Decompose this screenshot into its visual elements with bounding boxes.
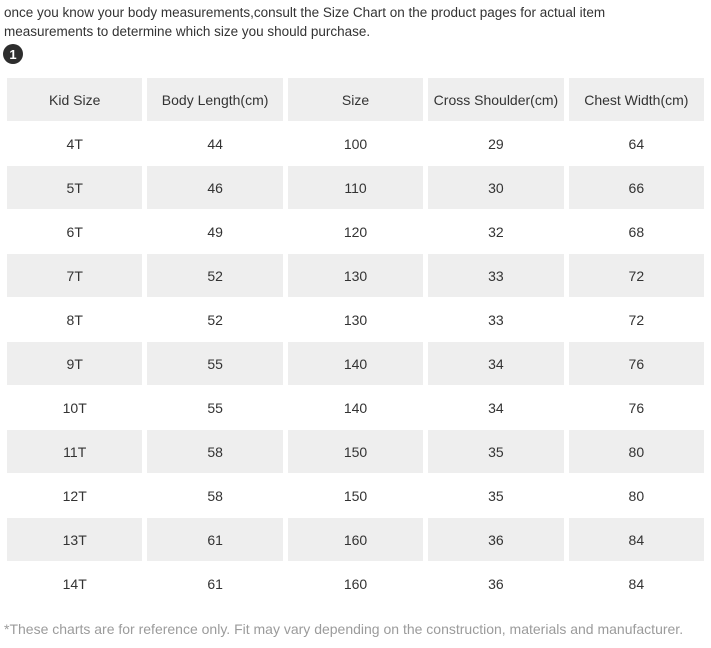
table-header-cell: Size [287,78,424,121]
table-cell: 110 [287,166,424,209]
table-cell: 120 [287,210,424,253]
table-cell: 7T [7,254,143,297]
table-cell: 84 [568,518,705,561]
table-row: 9T 55 140 34 76 [7,342,705,385]
intro-paragraph: once you know your body measurements,con… [4,5,606,39]
table-cell: 4T [7,122,143,165]
table-cell: 61 [147,518,283,561]
table-cell: 35 [428,430,564,473]
table-cell: 100 [287,122,424,165]
table-cell: 160 [287,562,424,605]
table-cell: 72 [568,298,705,341]
table-cell: 10T [7,386,143,429]
table-cell: 58 [147,474,283,517]
table-cell: 58 [147,430,283,473]
table-header-cell: Body Length(cm) [147,78,283,121]
table-header-row: Kid Size Body Length(cm) Size Cross Shoulde… [7,78,705,121]
table-cell: 46 [147,166,283,209]
table-cell: 130 [287,298,424,341]
table-header-cell: Cross Shoulder(cm) [428,78,564,121]
table-row: 7T 52 130 33 72 [7,254,705,297]
table-cell: 80 [568,474,705,517]
table-cell: 52 [147,254,283,297]
footnote-disclaimer: *These charts are for reference only. Fi… [4,621,684,637]
table-row: 8T 52 130 33 72 [7,298,705,341]
table-cell: 68 [568,210,705,253]
table-cell: 14T [7,562,143,605]
table-row: 6T 49 120 32 68 [7,210,705,253]
table-cell: 5T [7,166,143,209]
table-cell: 76 [568,386,705,429]
table-header-cell: Kid Size [7,78,143,121]
table-cell: 9T [7,342,143,385]
table-cell: 130 [287,254,424,297]
table-cell: 34 [428,342,564,385]
table-cell: 140 [287,342,424,385]
table-cell: 32 [428,210,564,253]
table-cell: 150 [287,430,424,473]
table-cell: 13T [7,518,143,561]
table-cell: 84 [568,562,705,605]
table-cell: 44 [147,122,283,165]
table-cell: 33 [428,298,564,341]
table-cell: 150 [287,474,424,517]
table-cell: 140 [287,386,424,429]
size-chart-table: Kid Size Body Length(cm) Size Cross Shoulde… [7,78,705,606]
table-row: 11T 58 150 35 80 [7,430,705,473]
table-row: 12T 58 150 35 80 [7,474,705,517]
step-one-badge: 1 [3,44,23,64]
table-cell: 12T [7,474,143,517]
table-cell: 66 [568,166,705,209]
table-row: 4T 44 100 29 64 [7,122,705,165]
table-cell: 29 [428,122,564,165]
table-cell: 11T [7,430,143,473]
table-cell: 30 [428,166,564,209]
table-row: 10T 55 140 34 76 [7,386,705,429]
table-cell: 36 [428,562,564,605]
table-cell: 49 [147,210,283,253]
table-cell: 35 [428,474,564,517]
table-cell: 36 [428,518,564,561]
table-cell: 76 [568,342,705,385]
table-cell: 160 [287,518,424,561]
table-header-cell: Chest Width(cm) [568,78,705,121]
table-cell: 33 [428,254,564,297]
table-cell: 72 [568,254,705,297]
table-row: 13T 61 160 36 84 [7,518,705,561]
table-cell: 6T [7,210,143,253]
table-cell: 55 [147,386,283,429]
table-cell: 80 [568,430,705,473]
table-row: 14T 61 160 36 84 [7,562,705,605]
table-cell: 8T [7,298,143,341]
table-cell: 52 [147,298,283,341]
table-cell: 34 [428,386,564,429]
table-cell: 61 [147,562,283,605]
table-cell: 55 [147,342,283,385]
table-row: 5T 46 110 30 66 [7,166,705,209]
table-cell: 64 [568,122,705,165]
